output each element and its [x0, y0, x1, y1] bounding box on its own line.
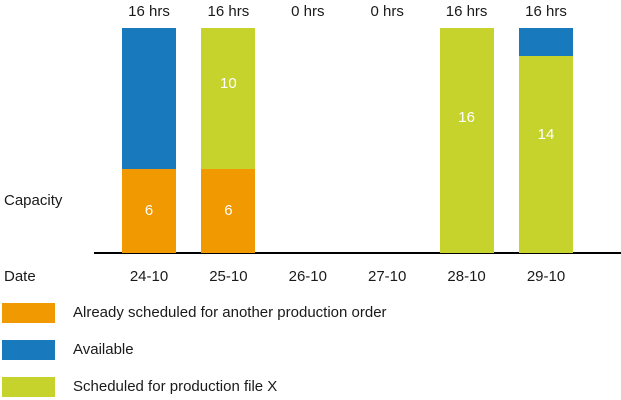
- bar-value-label: 6: [224, 201, 233, 219]
- bar-value-label: 10: [220, 75, 237, 93]
- legend-label: Scheduled for production file X: [73, 378, 278, 395]
- legend-label: Available: [73, 341, 134, 358]
- column-total-label: 0 hrs: [291, 3, 325, 20]
- column-total-label: 16 hrs: [128, 3, 170, 20]
- bar-value-label: 6: [144, 201, 154, 219]
- x-tick-label: 25-10: [209, 268, 248, 285]
- legend-item-scheduled-file-x: Scheduled for production file X: [0, 377, 621, 399]
- column-total-label: 16 hrs: [207, 3, 250, 20]
- x-axis-line: [94, 252, 621, 254]
- x-tick-label: 26-10: [288, 268, 327, 285]
- x-tick-label: 28-10: [447, 268, 486, 285]
- bar-value-label: 14: [537, 125, 555, 143]
- x-tick-label: 29-10: [526, 268, 566, 285]
- bar-segment-available: [122, 28, 176, 169]
- legend-label: Already scheduled for another production…: [73, 304, 387, 321]
- bar-segment-scheduled-file-x: [439, 28, 494, 253]
- x-tick-label: 24-10: [129, 268, 169, 285]
- column-total-label: 16 hrs: [525, 3, 567, 20]
- column-total-label: 16 hrs: [445, 3, 488, 20]
- bar-segment-available: [519, 28, 573, 57]
- x-axis-label: Date: [4, 268, 36, 285]
- legend-swatch-already-scheduled: [2, 303, 55, 323]
- bar-segment-already-scheduled: [201, 168, 256, 253]
- legend-item-already-scheduled: Already scheduled for another production…: [0, 303, 621, 325]
- bar-segment-already-scheduled: [122, 168, 176, 253]
- legend-swatch-available: [2, 340, 55, 360]
- bar-segment-scheduled-file-x: [201, 28, 256, 169]
- legend-swatch-scheduled-file-x: [2, 377, 55, 397]
- legend-item-available: Available: [0, 340, 621, 362]
- bar-value-label: 16: [458, 109, 475, 126]
- column-total-label: 0 hrs: [370, 3, 404, 20]
- x-tick-label: 27-10: [368, 268, 407, 285]
- y-axis-label: Capacity: [4, 192, 63, 209]
- bar-segment-scheduled-file-x: [519, 56, 573, 253]
